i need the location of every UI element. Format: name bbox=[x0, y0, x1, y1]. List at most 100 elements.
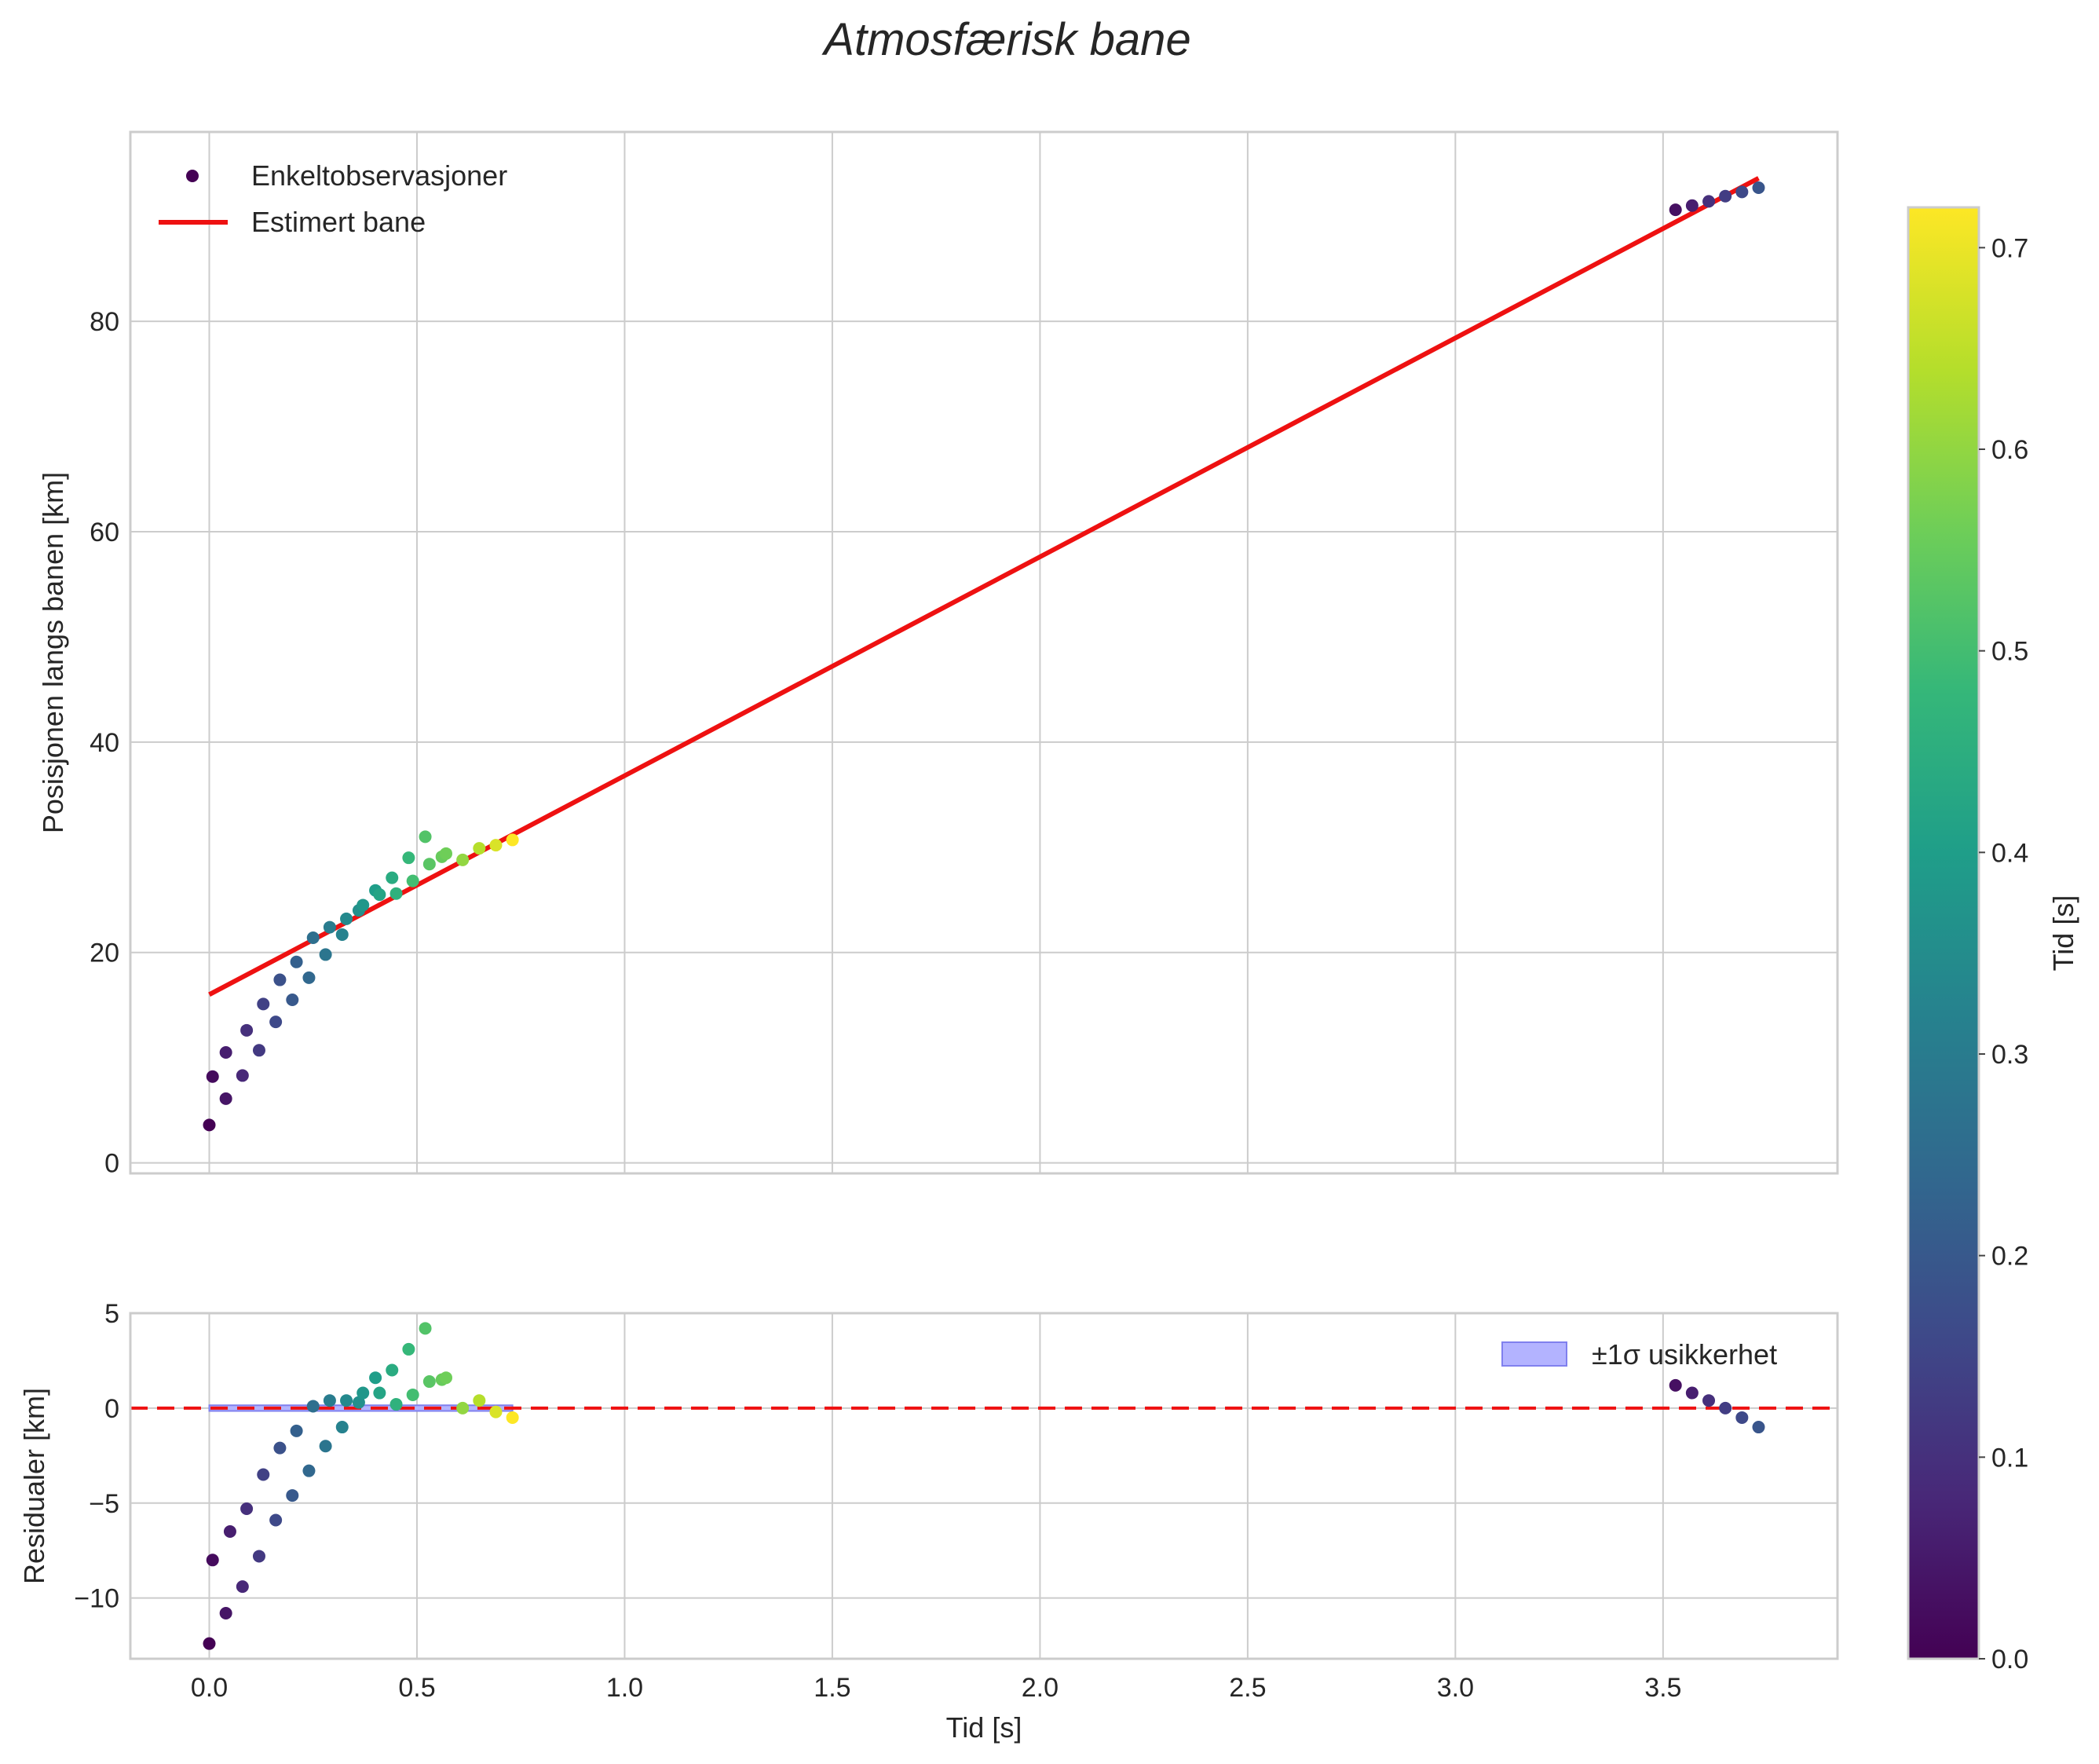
bottom-y-tick-label: −5 bbox=[89, 1489, 119, 1519]
residual-point bbox=[290, 1424, 303, 1437]
top-y-tick-label: 40 bbox=[90, 728, 119, 758]
colorbar-tick-label: 0.1 bbox=[1991, 1443, 2028, 1473]
bottom-y-tick-label: 5 bbox=[104, 1299, 119, 1329]
observation-point bbox=[1685, 199, 1699, 212]
observation-point bbox=[422, 858, 436, 871]
residual-point bbox=[456, 1401, 470, 1414]
legend-scatter-label: Enkeltobservasjoner bbox=[251, 159, 507, 192]
colorbar-tick-label: 0.5 bbox=[1991, 637, 2028, 667]
observation-point bbox=[1669, 203, 1682, 217]
x-tick-label: 0.0 bbox=[191, 1673, 228, 1703]
top-plot-area bbox=[203, 176, 1765, 1132]
residual-point bbox=[257, 1468, 270, 1481]
colorbar-tick-label: 0.2 bbox=[1991, 1242, 2028, 1272]
residual-point bbox=[373, 1386, 386, 1400]
observation-point bbox=[203, 1118, 216, 1132]
bottom-axes-frame bbox=[129, 1312, 1839, 1660]
observation-point bbox=[340, 912, 353, 925]
colorbar-gradient bbox=[1907, 206, 1980, 1660]
x-tick-label: 0.5 bbox=[398, 1673, 435, 1703]
top-axes-frame bbox=[129, 130, 1839, 1175]
top-y-tick-label: 20 bbox=[90, 939, 119, 968]
residual-point bbox=[473, 1394, 486, 1407]
residual-point bbox=[203, 1637, 216, 1650]
residual-point bbox=[306, 1400, 320, 1413]
residual-point bbox=[1735, 1411, 1749, 1424]
observation-point bbox=[219, 1092, 232, 1105]
residual-point bbox=[1702, 1394, 1716, 1407]
residual-point bbox=[206, 1554, 219, 1567]
observation-point bbox=[386, 871, 399, 884]
observation-point bbox=[402, 851, 415, 865]
bottom-y-ticks: −10 −5 0 5 bbox=[74, 1299, 119, 1614]
colorbar-tick-label: 0.7 bbox=[1991, 233, 2028, 263]
top-y-ticks: 0 20 40 60 80 bbox=[90, 307, 119, 1179]
x-tick-label: 3.5 bbox=[1644, 1673, 1681, 1703]
top-grid bbox=[130, 132, 1838, 1173]
residual-point bbox=[223, 1525, 236, 1539]
observation-point bbox=[302, 971, 316, 984]
x-tick-label: 2.5 bbox=[1229, 1673, 1266, 1703]
residual-point bbox=[1669, 1378, 1682, 1392]
legend-scatter-marker bbox=[186, 170, 199, 182]
top-y-tick-label: 60 bbox=[90, 518, 119, 547]
observation-point bbox=[286, 994, 299, 1006]
residual-point bbox=[357, 1386, 370, 1400]
residual-point bbox=[422, 1375, 436, 1389]
bottom-plot-area bbox=[130, 1322, 1838, 1650]
legend-band-marker bbox=[1501, 1341, 1567, 1367]
observation-point bbox=[319, 948, 332, 961]
observation-point bbox=[236, 1069, 249, 1082]
bottom-y-tick-label: −10 bbox=[74, 1584, 119, 1614]
observation-point bbox=[206, 1070, 219, 1083]
residual-point bbox=[369, 1371, 382, 1385]
observation-point bbox=[357, 898, 370, 912]
observation-point bbox=[473, 842, 486, 855]
x-tick-label: 3.0 bbox=[1437, 1673, 1474, 1703]
residual-point bbox=[286, 1489, 299, 1502]
observation-point bbox=[269, 1016, 283, 1029]
observation-point bbox=[419, 830, 432, 844]
colorbar: 0.0 0.1 0.2 0.3 0.4 0.5 0.6 0.7 Tid [s] bbox=[1907, 206, 2079, 1674]
residual-point bbox=[335, 1421, 349, 1434]
colorbar-tick-label: 0.3 bbox=[1991, 1040, 2028, 1070]
residual-point bbox=[506, 1411, 519, 1424]
observation-point bbox=[1735, 185, 1749, 199]
residual-point bbox=[340, 1394, 353, 1407]
observation-point bbox=[290, 955, 303, 968]
observation-point bbox=[306, 931, 320, 944]
top-y-axis-label: Posisjonen langs banen [km] bbox=[37, 472, 69, 833]
observation-point bbox=[440, 847, 453, 860]
chart-title: Atmosfærisk bane bbox=[821, 14, 1190, 65]
top-y-tick-label: 80 bbox=[90, 307, 119, 337]
colorbar-tick-label: 0.4 bbox=[1991, 838, 2028, 868]
residual-point bbox=[319, 1440, 332, 1453]
residual-point bbox=[269, 1513, 283, 1527]
observation-point bbox=[252, 1044, 265, 1057]
x-axis-label: Tid [s] bbox=[946, 1711, 1022, 1744]
residual-point bbox=[352, 1396, 365, 1409]
residual-point bbox=[386, 1363, 399, 1377]
residual-point bbox=[323, 1394, 336, 1407]
observation-point bbox=[323, 920, 336, 934]
colorbar-label: Tid [s] bbox=[2047, 895, 2079, 972]
observation-point bbox=[335, 928, 349, 941]
observation-point bbox=[240, 1023, 254, 1037]
x-tick-label: 1.5 bbox=[814, 1673, 850, 1703]
residual-point bbox=[240, 1502, 254, 1516]
observation-point bbox=[257, 997, 270, 1011]
x-tick-label: 2.0 bbox=[1022, 1673, 1059, 1703]
residual-point bbox=[273, 1441, 287, 1455]
residual-point bbox=[406, 1388, 419, 1401]
residual-point bbox=[489, 1405, 503, 1418]
residual-point bbox=[402, 1342, 415, 1356]
residual-point bbox=[1719, 1401, 1732, 1414]
colorbar-ticks: 0.0 0.1 0.2 0.3 0.4 0.5 0.6 0.7 bbox=[1979, 233, 2028, 1674]
observation-point bbox=[373, 888, 386, 902]
top-panel: 0 20 40 60 80 Posisjonen langs banen [km] En… bbox=[37, 130, 1839, 1179]
bottom-y-axis-label: Residualer [km] bbox=[18, 1388, 50, 1584]
bottom-panel: −10 −5 0 5 0.0 0.5 1.0 1.5 2.0 2.5 3.0 3.5 Residua… bbox=[18, 1299, 1839, 1744]
residual-point bbox=[440, 1371, 453, 1385]
